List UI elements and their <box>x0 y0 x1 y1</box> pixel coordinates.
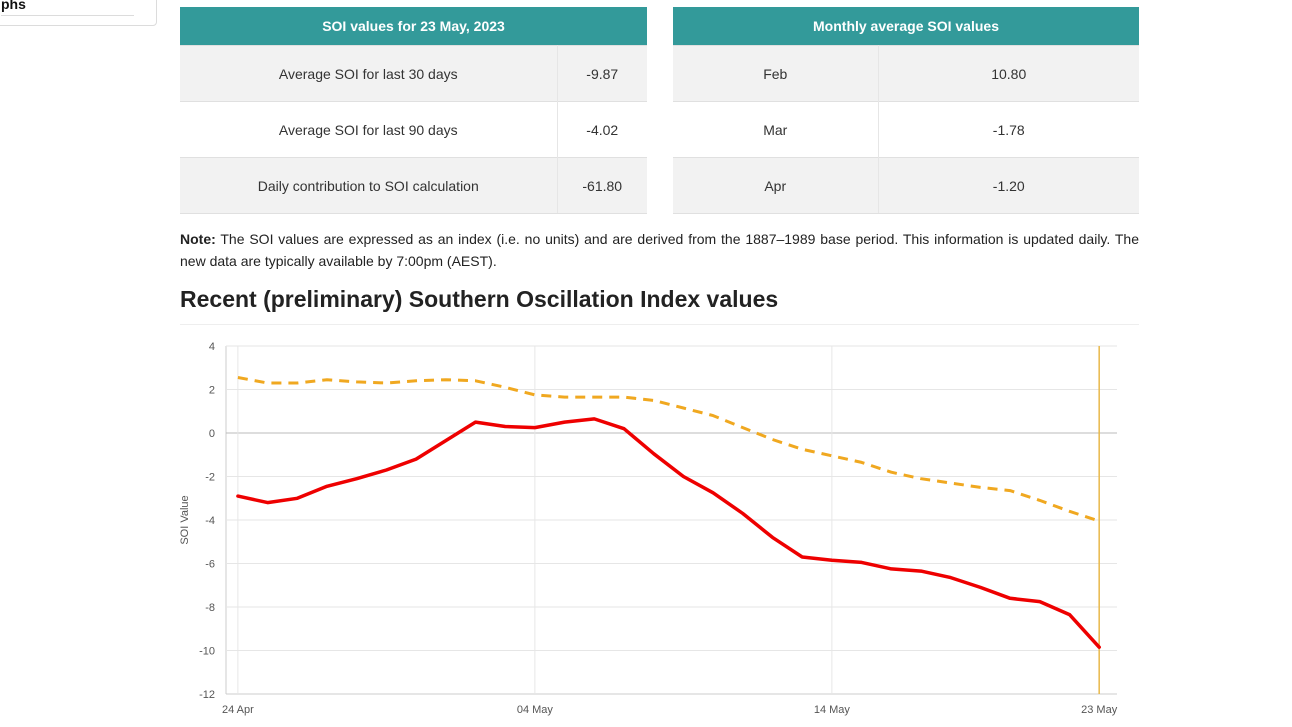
note-paragraph: Note: The SOI values are expressed as an… <box>180 228 1139 272</box>
monthly-table-title: Monthly average SOI values <box>673 7 1139 46</box>
soi-row-value: -61.80 <box>557 157 647 214</box>
section-title: Recent (preliminary) Southern Oscillatio… <box>180 286 779 312</box>
month-value: 10.80 <box>878 45 1139 102</box>
soi-row-label: Average SOI for last 30 days <box>180 45 558 102</box>
y-tick-label: -12 <box>199 689 215 701</box>
series-90-day-line <box>237 376 1100 523</box>
soi-values-table: SOI values for 23 May, 2023 Average SOI … <box>180 7 647 214</box>
soi-row-value: -4.02 <box>557 101 647 158</box>
month-cell: Feb <box>673 45 879 102</box>
note-label: Note: <box>180 231 216 247</box>
section-divider <box>180 324 1139 325</box>
monthly-average-table: Monthly average SOI values Feb 10.80 Mar… <box>673 7 1139 214</box>
month-value: -1.20 <box>878 157 1139 214</box>
table-row: Apr -1.20 <box>673 157 1139 214</box>
table-row: Average SOI for last 90 days -4.02 <box>180 101 647 158</box>
series-30-day-line <box>236 417 1101 649</box>
y-tick-label: -10 <box>199 646 215 658</box>
y-tick-label: 4 <box>209 341 215 353</box>
y-tick-label: 0 <box>209 428 215 440</box>
month-cell: Mar <box>673 101 879 158</box>
x-tick-label: 04 May <box>517 704 554 716</box>
soi-row-value: -9.87 <box>557 45 647 102</box>
soi-line-chart: 4 2 0 -2 -4 -6 -8 -10 -12 24 Apr 04 May 14 May 23 Ma… <box>179 341 1118 716</box>
sidebar-card: phs <box>0 0 157 26</box>
table-row: Feb 10.80 <box>673 45 1139 102</box>
x-tick-label: 24 Apr <box>222 704 254 716</box>
soi-table-title: SOI values for 23 May, 2023 <box>180 7 647 46</box>
y-axis-label: SOI Value <box>179 495 191 544</box>
y-tick-label: -2 <box>205 472 215 484</box>
note-text: The SOI values are expressed as an index… <box>180 231 1139 269</box>
month-cell: Apr <box>673 157 879 214</box>
y-tick-label: 2 <box>209 385 215 397</box>
y-tick-label: -4 <box>205 515 215 527</box>
y-tick-label: -8 <box>205 602 215 614</box>
x-tick-label: 14 May <box>814 704 851 716</box>
month-value: -1.78 <box>878 101 1139 158</box>
soi-row-label: Average SOI for last 90 days <box>180 101 558 158</box>
table-row: Average SOI for last 30 days -9.87 <box>180 45 647 102</box>
y-tick-label: -6 <box>205 559 215 571</box>
soi-row-label: Daily contribution to SOI calculation <box>180 157 558 214</box>
sidebar-heading[interactable]: phs <box>1 0 26 12</box>
sidebar-divider <box>1 15 134 16</box>
table-row: Mar -1.78 <box>673 101 1139 158</box>
table-row: Daily contribution to SOI calculation -6… <box>180 157 647 214</box>
x-tick-label: 23 May <box>1081 704 1118 716</box>
